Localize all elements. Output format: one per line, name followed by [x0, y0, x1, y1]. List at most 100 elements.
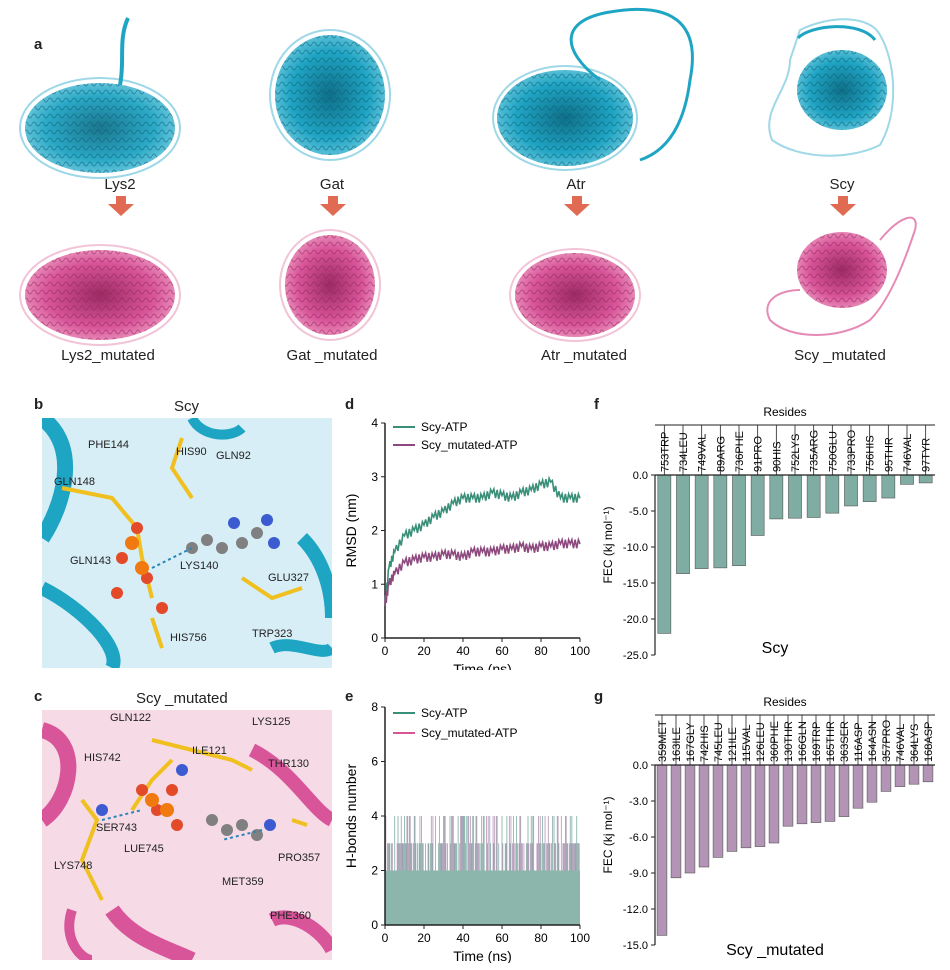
- category-label: 121ILE: [727, 727, 739, 762]
- legend-label-0: Scy-ATP: [421, 420, 467, 434]
- panel-b-title: Scy: [174, 398, 200, 415]
- fec-bar: [838, 764, 850, 817]
- category-label: 734LEU: [678, 432, 690, 472]
- category-label: 91PRO: [753, 435, 765, 472]
- category-label: 733PRO: [846, 429, 858, 472]
- x-tick-label: 20: [417, 931, 431, 945]
- scy-mutated-structure: [766, 216, 917, 336]
- gat-structure: [269, 29, 391, 161]
- fec-bar: [788, 474, 802, 519]
- scy-label: Scy: [829, 176, 855, 193]
- res-pro357: PRO357: [278, 852, 321, 864]
- res-phe360: PHE360: [270, 910, 311, 922]
- atr-mutated-label: Atr _mutated: [541, 347, 627, 364]
- category-label: 360PHE: [769, 721, 781, 762]
- rmsd-series-0: [384, 475, 581, 606]
- y-tick-label: -10.0: [623, 542, 648, 554]
- panel-b-docking: [42, 418, 332, 668]
- category-label: 90HIS: [771, 441, 783, 472]
- panel-c-letter: c: [34, 688, 43, 705]
- gat-mutated-label: Gat _mutated: [286, 347, 378, 364]
- res-ser743: SER743: [96, 822, 137, 834]
- scy-mutated-label: Scy _mutated: [794, 347, 886, 364]
- fec-bar: [676, 474, 690, 574]
- fec-bar: [806, 474, 821, 518]
- fec-bar: [908, 764, 920, 785]
- category-label: 168ASP: [923, 722, 935, 762]
- legend-label-0: Scy-ATP: [421, 706, 467, 720]
- panel-d-letter: d: [345, 396, 355, 413]
- lys2-structure: [19, 17, 181, 179]
- fec-bar: [726, 764, 738, 852]
- y-tick-label: 0: [371, 918, 378, 932]
- fec-bar: [900, 474, 914, 485]
- fec-bar: [754, 764, 766, 847]
- res-lue745: LUE745: [124, 843, 164, 855]
- y-tick-label: 2: [371, 864, 378, 878]
- fec-bar: [894, 764, 906, 787]
- fec-bar: [712, 764, 724, 858]
- fec-bar: [852, 764, 864, 809]
- atr-mutated-structure: [509, 248, 641, 342]
- res-ile121: ILE121: [192, 745, 227, 757]
- fec-bar: [918, 474, 933, 484]
- fec-bar: [713, 474, 728, 569]
- fec-bar: [657, 474, 672, 634]
- category-label: 363SER: [839, 721, 851, 762]
- fec-bar: [844, 474, 858, 507]
- y-tick-label: -5.0: [629, 506, 648, 518]
- legend-label-1: Scy_mutated-ATP: [421, 438, 517, 452]
- category-label: 169TRP: [811, 722, 823, 762]
- category-label: 357PRO: [881, 719, 893, 762]
- category-label: 745LEU: [713, 722, 725, 762]
- fec-bar: [782, 764, 794, 827]
- category-label: 742HIS: [699, 725, 711, 762]
- fec-bar: [768, 764, 780, 844]
- y-axis-label: FEC (kj mol⁻¹): [601, 797, 615, 874]
- fec-bar: [922, 764, 934, 783]
- y-axis-label: RMSD (nm): [343, 494, 359, 568]
- y-tick-label: 0.0: [633, 470, 648, 482]
- x-axis-label: Time (ns): [453, 948, 512, 963]
- panel-g-letter: g: [594, 688, 604, 705]
- x-axis-label: Scy _mutated: [726, 942, 824, 959]
- res-met359: MET359: [222, 876, 264, 888]
- fec-bar: [862, 474, 877, 502]
- x-tick-label: 60: [495, 931, 509, 945]
- category-label: 164ASN: [867, 721, 879, 762]
- x-tick-label: 100: [570, 931, 590, 945]
- fec-bar: [698, 764, 710, 868]
- category-label: 115VAL: [741, 724, 753, 762]
- category-label: 126LEU: [755, 722, 767, 762]
- category-label: 749VAL: [697, 434, 709, 472]
- y-tick-label: 3: [371, 470, 378, 484]
- x-tick-label: 0: [382, 644, 389, 658]
- y-tick-label: -15.0: [623, 578, 648, 590]
- category-label: 756HIS: [865, 435, 877, 472]
- y-tick-label: 4: [371, 416, 378, 430]
- scy-structure: [768, 18, 895, 157]
- y-tick-label: -3.0: [629, 796, 648, 808]
- category-label: 165THR: [825, 721, 837, 762]
- panel-c-docking: [42, 710, 332, 960]
- arrows: [108, 196, 856, 216]
- x-axis-label: Scy: [762, 640, 789, 657]
- y-tick-label: 4: [371, 809, 378, 823]
- lys2-mutated-label: Lys2_mutated: [61, 347, 155, 364]
- category-label: 130THR: [783, 721, 795, 762]
- y-tick-label: 0.0: [633, 760, 648, 772]
- y-axis-label: FEC (kj mol⁻¹): [601, 507, 615, 584]
- fec-bar: [740, 764, 752, 849]
- y-tick-label: -9.0: [629, 868, 648, 880]
- fec-bar: [810, 764, 822, 823]
- category-label: 746VAL: [895, 724, 907, 762]
- legend-label-1: Scy_mutated-ATP: [421, 726, 517, 740]
- res-gln92: GLN92: [216, 450, 251, 462]
- category-label: 359MET: [657, 720, 669, 762]
- fec-scy-mutated-chart: Resides 359MET 163ILE 167GLY 742HIS 745LEU 121…: [601, 695, 935, 959]
- panel-a-letter: a: [34, 36, 43, 53]
- res-gln122: GLN122: [110, 712, 151, 724]
- fec-bar: [880, 764, 892, 792]
- x-tick-label: 20: [417, 644, 431, 658]
